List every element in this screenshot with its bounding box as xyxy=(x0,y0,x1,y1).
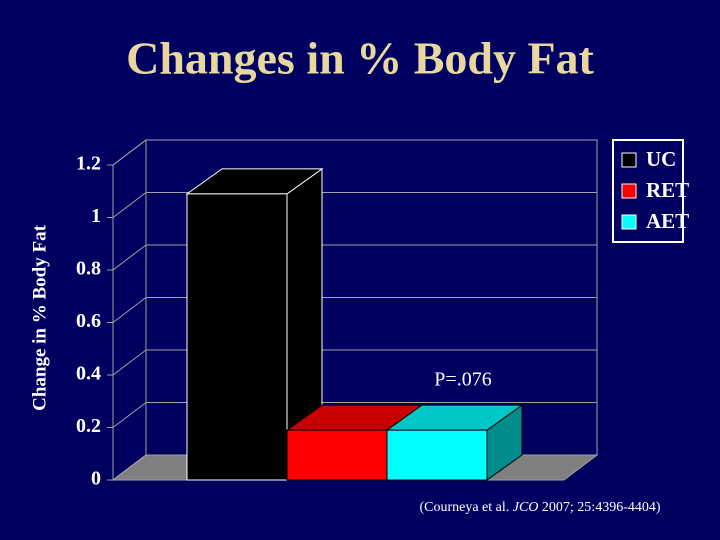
bar xyxy=(186,193,288,481)
y-tick-label: 0.8 xyxy=(76,258,101,280)
grid-line xyxy=(112,349,597,376)
y-tick-label: 0.6 xyxy=(76,310,101,332)
legend-swatch xyxy=(621,183,637,199)
legend-label: RET xyxy=(646,178,689,202)
legend-swatch xyxy=(621,214,637,230)
grid-line xyxy=(112,139,597,166)
y-tick-label: 1.2 xyxy=(76,153,101,175)
bar xyxy=(286,429,388,481)
grid-line xyxy=(112,244,597,271)
source-part: (Courneya et al. xyxy=(419,500,512,515)
y-tick-label: 0.4 xyxy=(76,363,101,385)
legend-swatch xyxy=(621,152,637,168)
source: (Courneya et al. JCO 2007; 25:4396-4404) xyxy=(419,500,660,515)
source-part: JCO xyxy=(513,500,539,515)
bar xyxy=(386,429,488,481)
y-tick-label: 0 xyxy=(91,468,101,490)
source-part: 2007; 25:4396-4404) xyxy=(538,500,660,515)
grid-line xyxy=(112,192,597,218)
y-tick-label: 1 xyxy=(91,205,101,227)
plot: 0 0.2 0.4 0.6 0.8 1 1.2 xyxy=(76,138,599,490)
annotation: P=.076 xyxy=(434,369,491,391)
grid-line xyxy=(112,402,597,428)
grid-line xyxy=(112,297,597,323)
legend: UC RET AET xyxy=(612,139,689,243)
legend-label: UC xyxy=(646,147,676,171)
y-tick-label: 0.2 xyxy=(76,415,101,437)
chart-title: Changes in % Body Fat xyxy=(126,33,594,84)
legend-label: AET xyxy=(646,209,689,233)
y-axis-label: Change in % Body Fat xyxy=(29,224,50,410)
